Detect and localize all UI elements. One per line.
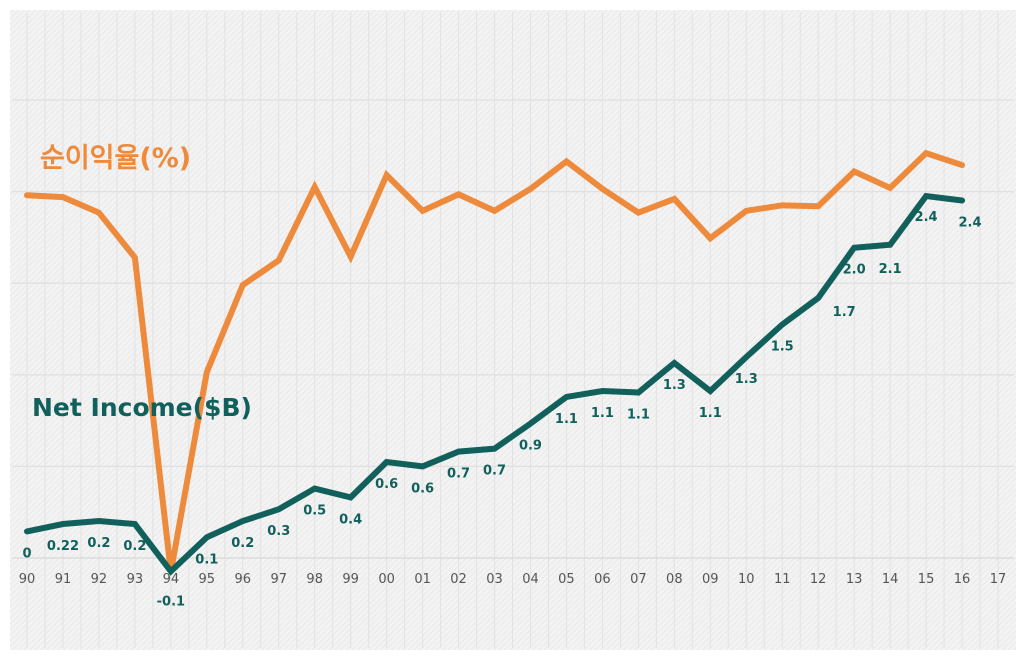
- data-label: 1.1: [627, 408, 650, 423]
- x-tick-label: 06: [594, 572, 611, 587]
- x-tick-label: 95: [199, 572, 216, 587]
- x-tick-label: 16: [954, 572, 971, 587]
- data-label: 2.1: [879, 262, 902, 277]
- series-title-net-margin: 순이익율(%): [40, 143, 192, 174]
- x-tick-label: 13: [846, 572, 863, 587]
- data-label: 1.1: [699, 406, 722, 421]
- x-tick-label: 94: [163, 572, 180, 587]
- x-tick-label: 96: [235, 572, 252, 587]
- x-tick-label: 91: [55, 572, 72, 587]
- data-label: 2.0: [843, 263, 866, 278]
- data-label: 0.2: [87, 536, 110, 551]
- x-tick-label: 07: [630, 572, 647, 587]
- data-label: 1.5: [771, 340, 794, 355]
- x-tick-label: 05: [558, 572, 575, 587]
- x-tick-label: 03: [486, 572, 503, 587]
- x-tick-label: 08: [666, 572, 683, 587]
- x-tick-label: 04: [522, 572, 539, 587]
- data-label: 0.6: [411, 481, 434, 496]
- x-tick-label: 12: [810, 572, 827, 587]
- data-label: 0.4: [339, 512, 362, 527]
- data-label: 0.2: [231, 536, 254, 551]
- x-tick-label: 11: [774, 572, 791, 587]
- x-tick-label: 01: [414, 572, 431, 587]
- data-label: 1.1: [591, 406, 614, 421]
- data-label: 1.1: [555, 412, 578, 427]
- data-label: 0.1: [195, 552, 218, 567]
- data-label: 0.22: [47, 539, 79, 554]
- x-tick-label: 90: [19, 572, 36, 587]
- data-label: 0.9: [519, 439, 542, 454]
- x-tick-label: 92: [91, 572, 108, 587]
- data-label: -0.1: [157, 594, 185, 609]
- x-tick-label: 97: [270, 572, 287, 587]
- data-label: 0.3: [267, 524, 290, 539]
- x-tick-label: 98: [306, 572, 323, 587]
- data-label: 0.5: [303, 504, 326, 519]
- data-label: 1.3: [735, 372, 758, 387]
- x-tick-label: 14: [882, 572, 899, 587]
- data-label: 2.4: [959, 215, 982, 230]
- data-label: 2.4: [915, 210, 938, 225]
- data-label: 1.3: [663, 378, 686, 393]
- x-tick-label: 93: [127, 572, 144, 587]
- x-tick-label: 02: [450, 572, 467, 587]
- data-label: 0.7: [483, 464, 506, 479]
- data-label: 0: [22, 546, 31, 561]
- data-label: 1.7: [833, 305, 856, 320]
- x-tick-label: 15: [918, 572, 935, 587]
- x-tick-label: 17: [990, 572, 1007, 587]
- data-label: 0.6: [375, 477, 398, 492]
- data-label: 0.2: [123, 539, 146, 554]
- x-tick-label: 00: [378, 572, 395, 587]
- data-label: 0.7: [447, 467, 470, 482]
- x-tick-label: 09: [702, 572, 719, 587]
- series-title-net-income: Net Income($B): [32, 393, 252, 422]
- x-tick-label: 99: [342, 572, 359, 587]
- x-tick-label: 10: [738, 572, 755, 587]
